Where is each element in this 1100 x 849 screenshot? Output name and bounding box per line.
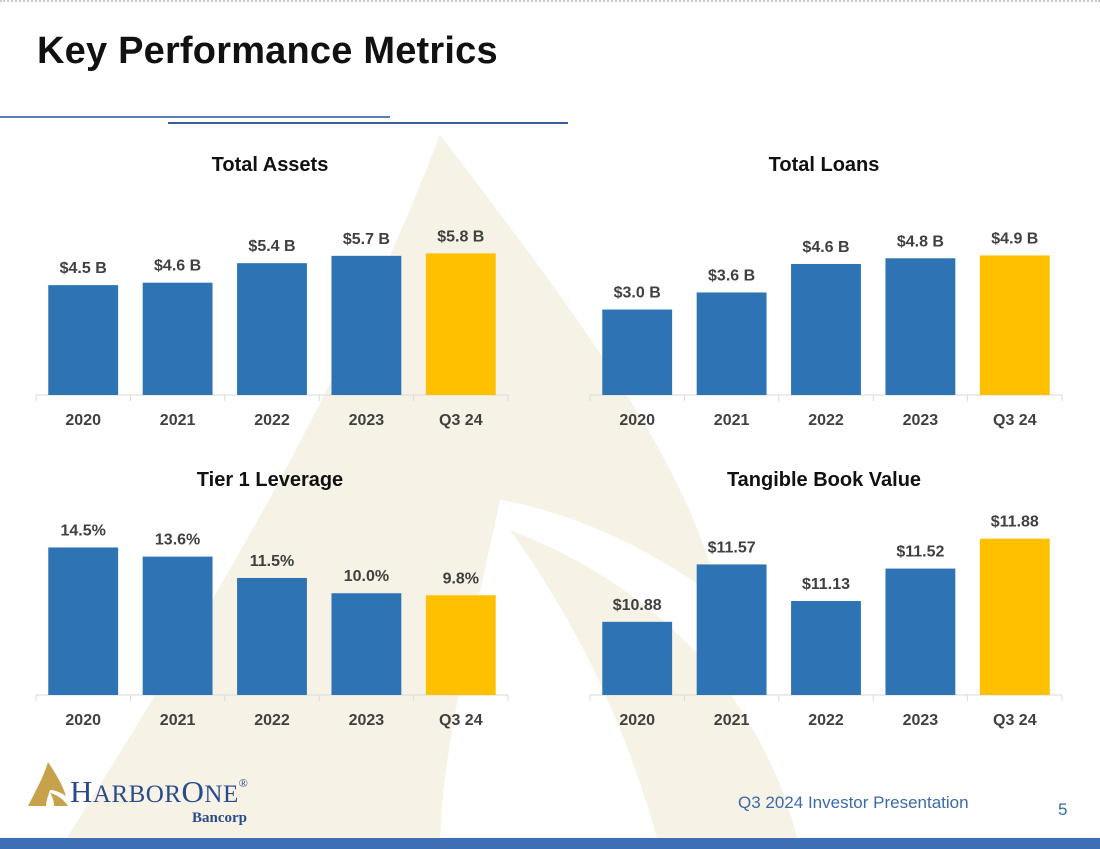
bottom-accent-bar xyxy=(0,838,1100,849)
data-label: 11.5% xyxy=(250,553,294,570)
chart-title: Total Loans xyxy=(769,154,880,176)
data-label: $4.6 B xyxy=(802,239,849,256)
chart-total-loans: Total Loans $3.0 B 2020 $3.6 B 2021 $4.6 B 202… xyxy=(589,154,1063,429)
bar-2021 xyxy=(142,556,213,695)
logo-wordmark: HARBORONE® xyxy=(70,774,249,809)
x-tick-label: 2020 xyxy=(65,712,101,729)
harborone-logo: HARBORONE® Bancorp xyxy=(26,760,286,832)
bar-2021 xyxy=(142,282,213,395)
x-tick-label: 2021 xyxy=(714,412,750,429)
bar-2020 xyxy=(48,285,119,395)
x-tick-label: 2022 xyxy=(808,412,844,429)
bar-2023 xyxy=(885,568,956,695)
x-tick-label: 2020 xyxy=(65,412,101,429)
sail-logo-icon xyxy=(28,762,68,806)
x-tick-label: 2020 xyxy=(619,412,655,429)
bar-2020 xyxy=(602,309,673,395)
x-tick-label: 2023 xyxy=(349,412,385,429)
bar-q3-24 xyxy=(425,595,496,695)
x-tick-label: Q3 24 xyxy=(439,712,483,729)
title-underline-upper xyxy=(0,116,390,118)
data-label: $5.8 B xyxy=(437,228,484,245)
data-label: $5.7 B xyxy=(343,231,390,248)
bar-2022 xyxy=(237,577,307,695)
data-label: $3.6 B xyxy=(708,267,755,284)
bar-2023 xyxy=(331,255,402,395)
page-number: 5 xyxy=(1058,800,1068,819)
data-label: $11.57 xyxy=(708,539,756,556)
data-label: 13.6% xyxy=(155,532,200,549)
data-label: $4.6 B xyxy=(154,258,201,275)
bar-q3-24 xyxy=(979,538,1050,695)
data-label: $11.52 xyxy=(896,544,944,561)
chart-title: Total Assets xyxy=(212,154,329,176)
x-tick-label: Q3 24 xyxy=(439,412,483,429)
bar-2021 xyxy=(696,292,767,395)
sail-watermark-main xyxy=(60,135,720,849)
chart-title: Tier 1 Leverage xyxy=(197,469,343,491)
x-tick-label: 2020 xyxy=(619,712,655,729)
bar-2022 xyxy=(791,601,861,695)
data-label: $11.88 xyxy=(991,514,1039,531)
chart-tangible-book-value: Tangible Book Value $10.88 2020 $11.57 2021 $… xyxy=(589,469,1063,729)
chart-title: Tangible Book Value xyxy=(727,469,921,491)
bar-2022 xyxy=(791,263,861,395)
bar-q3-24 xyxy=(979,255,1050,395)
data-label: 14.5% xyxy=(61,522,106,539)
data-label: $11.13 xyxy=(802,576,850,593)
bar-2022 xyxy=(237,263,307,395)
data-label: $4.8 B xyxy=(897,233,944,250)
x-tick-label: 2021 xyxy=(160,412,196,429)
bar-q3-24 xyxy=(425,253,496,395)
data-label: $3.0 B xyxy=(614,285,661,302)
page-title: Key Performance Metrics xyxy=(37,30,498,72)
x-tick-label: 2023 xyxy=(903,412,939,429)
x-tick-label: Q3 24 xyxy=(993,712,1037,729)
footer-presentation-title: Q3 2024 Investor Presentation xyxy=(738,793,969,812)
logo-subtitle: Bancorp xyxy=(192,810,248,826)
data-label: $5.4 B xyxy=(248,238,295,255)
title-underline-lower xyxy=(168,122,568,124)
x-tick-label: 2022 xyxy=(254,712,290,729)
x-tick-label: 2023 xyxy=(349,712,385,729)
x-tick-label: 2021 xyxy=(160,712,196,729)
x-tick-label: 2022 xyxy=(254,412,290,429)
x-tick-label: 2022 xyxy=(808,712,844,729)
x-tick-label: Q3 24 xyxy=(993,412,1037,429)
data-label: 10.0% xyxy=(344,568,389,585)
x-tick-label: 2023 xyxy=(903,712,939,729)
bar-2020 xyxy=(602,621,673,695)
top-dotted-border xyxy=(0,0,1100,2)
data-label: $10.88 xyxy=(613,597,662,614)
chart-total-assets: Total Assets $4.5 B 2020 $4.6 B 2021 $5.4 B 20… xyxy=(35,154,509,429)
bar-2023 xyxy=(331,593,402,695)
data-label: $4.5 B xyxy=(60,260,107,277)
bar-2021 xyxy=(696,564,767,695)
bar-2020 xyxy=(48,547,119,695)
bar-2023 xyxy=(885,258,956,395)
x-tick-label: 2021 xyxy=(714,712,750,729)
data-label: $4.9 B xyxy=(991,230,1038,247)
chart-tier-1-leverage: Tier 1 Leverage 14.5% 2020 13.6% 2021 11.5% 20… xyxy=(35,469,509,729)
data-label: 9.8% xyxy=(443,570,479,587)
